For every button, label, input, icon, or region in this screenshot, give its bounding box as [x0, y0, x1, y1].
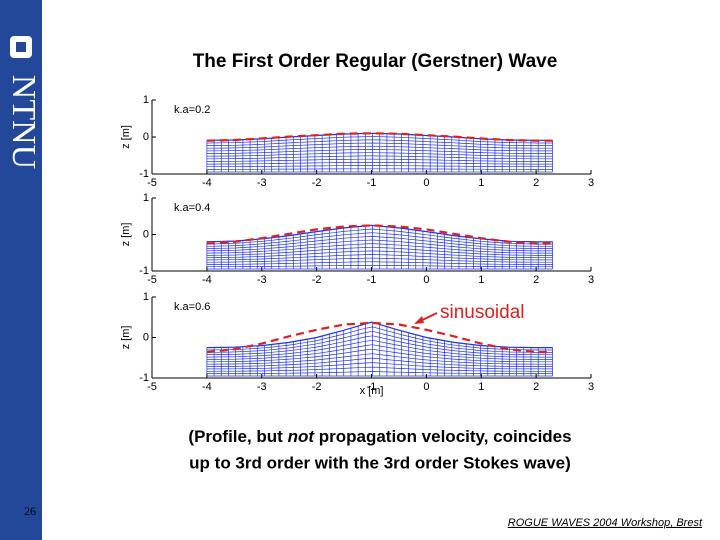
mesh-line — [206, 339, 553, 358]
x-tick-label: -4 — [202, 381, 212, 393]
annotation-arrowhead — [414, 316, 424, 324]
mesh-line — [206, 257, 553, 263]
mesh-line — [206, 228, 553, 245]
y-tick-label: -1 — [139, 372, 149, 384]
mesh-line — [206, 357, 553, 367]
surface-line — [206, 321, 553, 349]
y-tick-label: -1 — [139, 265, 149, 277]
mesh-line — [206, 139, 553, 146]
mesh-line — [206, 158, 553, 162]
x-tick-label: 3 — [588, 274, 594, 286]
mesh-line — [206, 165, 553, 168]
page-number: 26 — [24, 504, 36, 518]
y-tick-label: 1 — [143, 192, 149, 204]
mesh-line — [206, 348, 553, 363]
x-tick-label: 0 — [423, 274, 429, 286]
mesh-line — [206, 136, 553, 144]
x-axis-label: x [m] — [360, 385, 384, 397]
x-tick-label: 0 — [423, 381, 429, 393]
x-tick-label: -2 — [312, 381, 322, 393]
caption-text: (Profile, but — [188, 427, 287, 446]
mesh-line — [206, 261, 553, 265]
x-tick-label: -2 — [312, 274, 322, 286]
x-tick-label: 1 — [478, 274, 484, 286]
x-tick-label: -3 — [257, 381, 267, 393]
x-tick-label: 2 — [533, 274, 539, 286]
mesh-line — [206, 168, 553, 170]
x-tick-label: -4 — [202, 274, 212, 286]
x-tick-label: 0 — [423, 177, 429, 189]
x-tick-label: 3 — [588, 381, 594, 393]
mesh-line — [206, 142, 553, 149]
y-tick-label: 0 — [143, 131, 149, 143]
mesh-line — [206, 366, 553, 372]
x-tick-label: -5 — [147, 177, 157, 189]
mesh-line — [206, 250, 553, 259]
slide-title: The First Order Regular (Gerstner) Wave — [193, 51, 558, 72]
mesh-line — [206, 344, 553, 360]
x-tick-label: 1 — [478, 381, 484, 393]
caption-text: propagation velocity, coincides — [314, 427, 572, 446]
caption-line-2: up to 3rd order with the 3rd order Stoke… — [189, 453, 571, 472]
mesh-line — [206, 353, 553, 365]
y-tick-label: 1 — [143, 291, 149, 303]
mesh-line — [206, 152, 553, 157]
y-tick-label: 1 — [143, 94, 149, 106]
y-axis-label: z [m] — [120, 223, 132, 247]
y-axis-label: z [m] — [120, 125, 132, 149]
mesh-line — [206, 330, 553, 353]
x-tick-label: -4 — [202, 177, 212, 189]
mesh-line — [206, 265, 553, 268]
annotation: sinusoidal — [440, 302, 525, 323]
x-tick-label: -1 — [367, 381, 377, 393]
y-tick-label: 0 — [143, 228, 149, 240]
y-axis-label: z [m] — [120, 326, 132, 350]
x-tick-label: -1 — [367, 177, 377, 189]
mesh-line — [206, 326, 553, 351]
sidebar — [0, 0, 42, 540]
mesh-line — [206, 155, 553, 160]
mesh-line — [206, 243, 553, 254]
panel-label: k.a=0.4 — [174, 202, 210, 214]
dashed-line — [206, 224, 553, 245]
panel-label: k.a=0.2 — [174, 104, 210, 116]
x-tick-label: -3 — [257, 177, 267, 189]
mesh-line — [206, 246, 553, 256]
y-tick-label: 0 — [143, 331, 149, 343]
panel-label: k.a=0.6 — [174, 301, 210, 313]
x-tick-label: -1 — [367, 274, 377, 286]
y-tick-label: -1 — [139, 168, 149, 180]
charts: -1 0 1 -5 -4 -3 -2 -1 0 1 2 3 k.a=0.2 z [m] -1 0 1 -5 -4 -3… — [120, 94, 594, 397]
caption-emphasis: not — [288, 427, 316, 446]
x-tick-label: -2 — [312, 177, 322, 189]
mesh-line — [206, 239, 553, 252]
mesh-line — [206, 362, 553, 370]
mesh-line — [206, 232, 553, 247]
mesh-line — [206, 145, 553, 152]
mesh-line — [206, 149, 553, 154]
x-tick-label: 3 — [588, 177, 594, 189]
x-tick-label: 1 — [478, 177, 484, 189]
x-tick-label: 2 — [533, 177, 539, 189]
x-tick-label: -3 — [257, 274, 267, 286]
dashed-line — [206, 132, 553, 142]
mesh-line — [206, 236, 553, 249]
mesh-line — [206, 254, 553, 261]
dashed-line — [206, 321, 553, 354]
mesh-line — [206, 371, 553, 374]
footer: ROGUE WAVES 2004 Workshop, Brest — [508, 517, 703, 529]
mesh-line — [206, 161, 553, 165]
x-tick-label: -5 — [147, 381, 157, 393]
logo-text: NTNU — [5, 75, 42, 169]
x-tick-label: -5 — [147, 274, 157, 286]
x-tick-label: 2 — [533, 381, 539, 393]
logo-inner — [16, 42, 26, 52]
caption-line-1: (Profile, but not propagation velocity, … — [188, 427, 571, 446]
mesh-line — [206, 335, 553, 356]
